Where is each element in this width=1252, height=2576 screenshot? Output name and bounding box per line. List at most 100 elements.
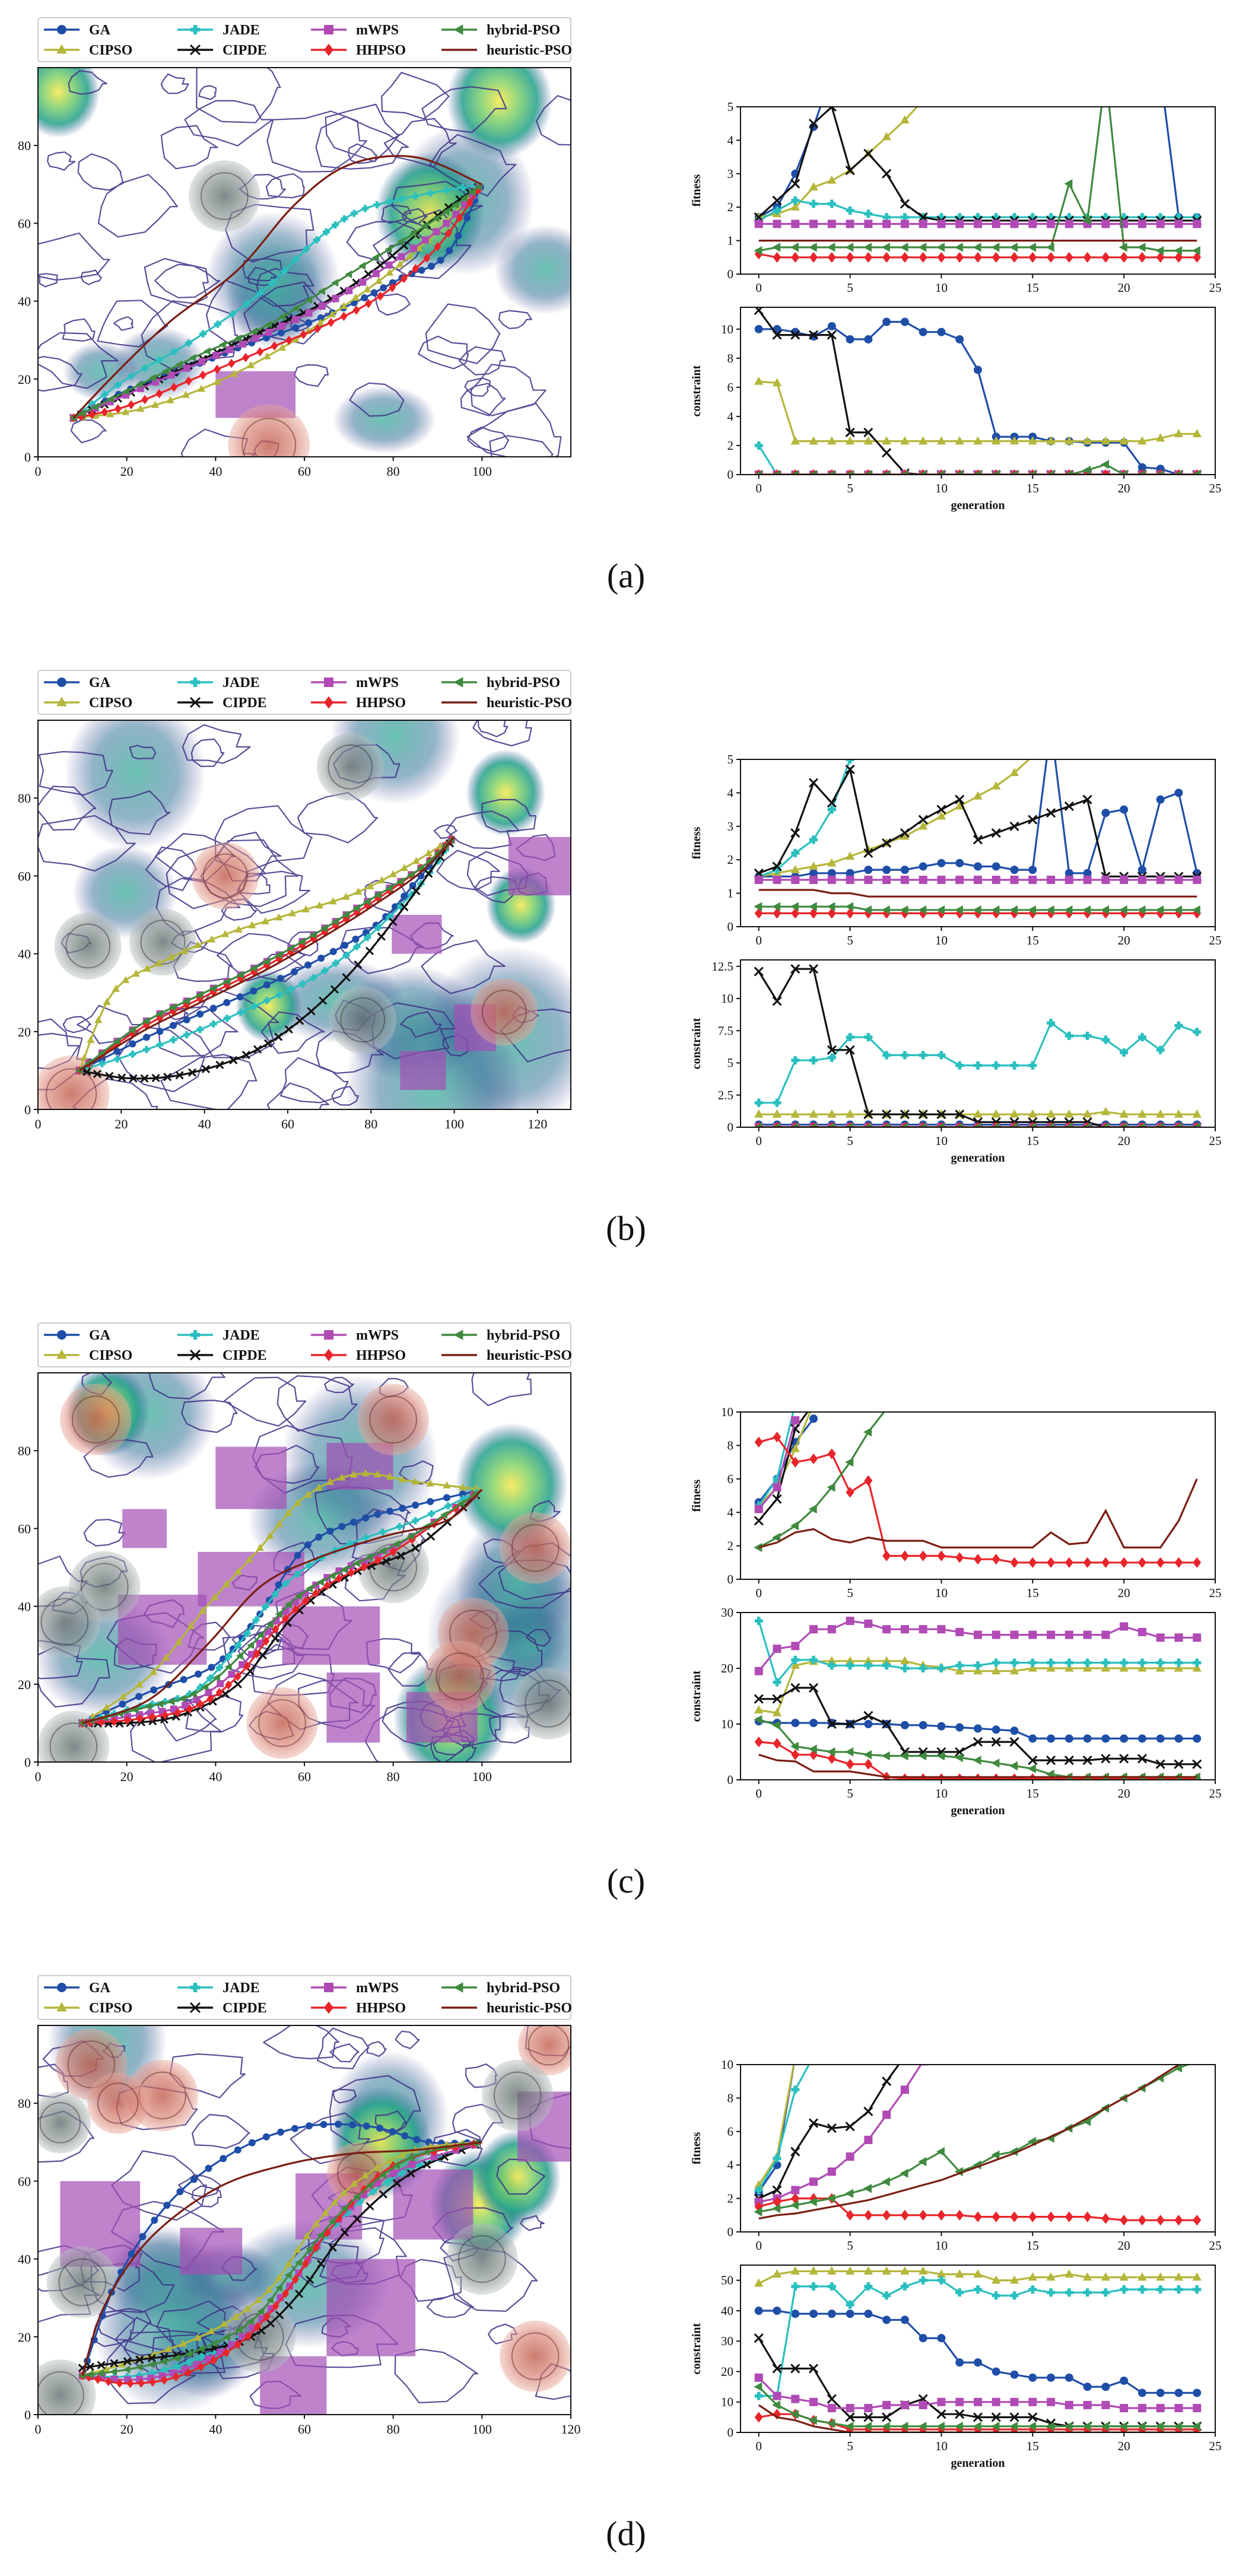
contour-line — [536, 95, 571, 146]
data-point — [1156, 795, 1165, 804]
contour-line — [70, 419, 107, 444]
data-point — [863, 905, 872, 915]
series-line — [758, 1754, 1197, 1778]
data-point — [1028, 252, 1037, 263]
obstacle-ring — [436, 1652, 484, 1700]
path-marker — [243, 1629, 251, 1637]
data-point — [882, 168, 892, 179]
data-point — [955, 2209, 964, 2221]
legend-label: hybrid-PSO — [487, 675, 560, 691]
y-tick-label: 30 — [721, 1605, 733, 1620]
y-tick-label: 20 — [18, 372, 31, 387]
path-marker — [472, 1484, 480, 1492]
data-point — [1047, 1630, 1056, 1639]
map-frame — [37, 720, 571, 1110]
path-marker — [197, 2362, 205, 2372]
data-point — [900, 905, 908, 915]
data-point — [1028, 69, 1037, 78]
path-marker — [352, 904, 360, 912]
data-point — [1082, 2422, 1091, 2431]
data-point — [1047, 2397, 1056, 2406]
path-marker — [141, 364, 149, 372]
data-point — [772, 996, 782, 1006]
data-point — [773, 1645, 781, 1653]
data-point — [882, 132, 891, 141]
path-marker — [363, 2122, 370, 2130]
y-tick-label: 40 — [18, 947, 31, 962]
data-point — [773, 2196, 781, 2208]
data-point — [791, 2052, 799, 2060]
data-point — [919, 1051, 927, 1060]
path-marker — [386, 1473, 394, 1480]
data-point — [992, 436, 1001, 445]
path-marker — [195, 991, 203, 999]
path-marker — [422, 2160, 431, 2169]
path-heuristic-pso — [79, 836, 455, 1071]
path-marker — [374, 1556, 382, 1566]
path-marker — [342, 911, 349, 919]
data-point — [992, 1109, 1001, 1118]
data-point — [1174, 252, 1183, 263]
obstacle-circle — [316, 733, 384, 801]
y-tick-label: 0 — [727, 267, 734, 281]
path-marker — [183, 1031, 190, 1039]
path-marker — [225, 1680, 233, 1690]
panel-caption-d: (d) — [606, 2514, 646, 2553]
data-point — [791, 2394, 800, 2403]
data-point — [973, 835, 983, 845]
contour-line — [247, 266, 279, 287]
data-point — [1120, 1622, 1129, 1631]
path-marker — [156, 1028, 164, 1035]
data-point — [955, 1723, 964, 1732]
obstacle-rect — [326, 2259, 416, 2356]
data-point — [846, 252, 854, 263]
data-point — [882, 1661, 891, 1670]
data-point — [1120, 1557, 1129, 1568]
data-point — [1118, 2422, 1127, 2431]
obstacle-circle — [228, 404, 310, 457]
path-marker — [409, 882, 417, 889]
path-marker — [349, 1470, 358, 1478]
data-point — [773, 220, 781, 228]
data-point — [1156, 1734, 1165, 1743]
path-marker — [123, 2365, 131, 2374]
series-group — [754, 2052, 1202, 2226]
path-marker — [225, 346, 233, 354]
data-point — [1120, 69, 1128, 78]
data-point — [1120, 1658, 1129, 1667]
data-point — [1155, 2422, 1164, 2431]
x-tick-label: 15 — [1027, 1586, 1039, 1600]
data-point — [1137, 220, 1146, 228]
data-point — [919, 2334, 927, 2343]
legend-label: HHPSO — [356, 1348, 406, 1363]
contour-line — [496, 2158, 546, 2195]
path-marker — [379, 1528, 387, 1536]
series-mwps — [754, 1416, 800, 1513]
path-marker — [326, 1527, 334, 1535]
x-tick-label: 5 — [847, 933, 853, 947]
data-point — [900, 2266, 910, 2275]
path-marker — [282, 1580, 290, 1588]
legend-d: GACIPSOJADECIPDEmWPSHHPSOhybrid-PSOheuri… — [37, 1975, 572, 2020]
path-marker — [247, 2317, 254, 2326]
data-point — [827, 1109, 837, 1118]
data-point — [936, 2409, 946, 2419]
data-point — [955, 1661, 964, 1670]
data-point — [974, 1554, 982, 1565]
data-point — [991, 828, 1001, 838]
obstacle-ring — [71, 1395, 120, 1444]
contour-line — [160, 73, 189, 94]
path-marker — [262, 1636, 270, 1646]
data-point — [790, 2409, 799, 2419]
legend-marker — [453, 1982, 463, 1993]
terrain-background — [38, 1373, 571, 1762]
path-marker — [428, 1510, 436, 1518]
x-tick-label: 25 — [1209, 1786, 1222, 1801]
data-point — [846, 1758, 854, 1770]
path-marker — [427, 1532, 436, 1541]
data-point — [1082, 794, 1092, 804]
data-point — [827, 2310, 836, 2319]
contour-line — [160, 125, 218, 170]
